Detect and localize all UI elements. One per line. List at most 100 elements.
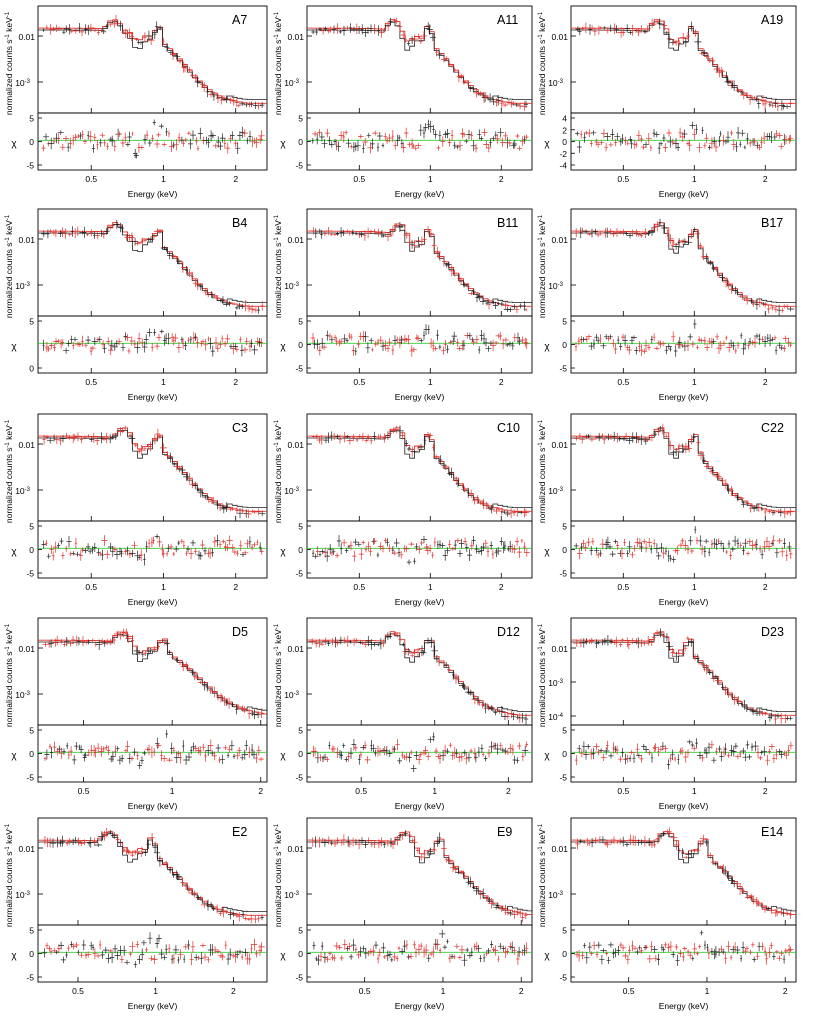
residual-point: [85, 336, 91, 344]
residual-point: [409, 345, 414, 357]
data-point: [607, 434, 615, 440]
residual-point: [156, 132, 161, 138]
residual-point: [157, 536, 162, 547]
residual-point: [643, 339, 649, 352]
residual-point: [703, 747, 707, 754]
data-point: [593, 27, 597, 36]
data-point: [683, 37, 689, 47]
residual-point: [52, 947, 57, 953]
residual-point: [328, 951, 332, 956]
residual-point: [748, 139, 752, 147]
residual-point: [85, 951, 92, 958]
y-axis-label-sup: -1: [5, 214, 11, 220]
residual-point: [751, 942, 755, 948]
data-point: [171, 655, 175, 660]
y-tick-label: 0.01: [18, 235, 35, 245]
residual-point: [148, 539, 151, 549]
data-point: [103, 639, 107, 647]
residual-point: [610, 339, 616, 348]
data-point: [763, 98, 768, 110]
data-point: [45, 435, 49, 439]
residual-point: [182, 338, 185, 349]
data-point: [366, 434, 370, 441]
residual-point: [634, 949, 641, 955]
data-point: [197, 488, 205, 498]
data-point: [253, 101, 258, 109]
data-point: [140, 650, 145, 658]
x-tick-label: 2: [499, 582, 504, 592]
data-point: [713, 674, 719, 679]
residual-point: [362, 331, 369, 343]
residual-point: [765, 952, 769, 965]
residual-point: [686, 340, 690, 351]
data-point: [456, 677, 460, 683]
residual-point: [342, 743, 346, 749]
residual-point: [329, 336, 335, 343]
data-point: [180, 877, 185, 887]
residual-point: [463, 753, 470, 765]
data-point: [759, 710, 766, 716]
residual-point: [455, 748, 459, 758]
data-point: [769, 906, 774, 914]
residual-point: [662, 143, 668, 152]
residual-point: [435, 753, 442, 760]
data-point: [154, 847, 161, 858]
data-point: [602, 637, 607, 645]
residual-point: [662, 547, 666, 559]
data-point: [237, 508, 243, 519]
residual-point: [603, 747, 610, 755]
residual-point: [154, 139, 160, 149]
residual-point: [315, 546, 320, 557]
data-point: [229, 911, 237, 917]
data-point: [436, 50, 443, 60]
residual-point: [586, 129, 593, 137]
residual-point: [393, 141, 398, 150]
residual-point: [403, 337, 409, 342]
data-point: [323, 26, 328, 32]
residual-point: [721, 949, 726, 955]
residual-point: [210, 345, 215, 357]
residual-point: [659, 340, 662, 348]
residual-point: [319, 549, 326, 554]
data-point: [418, 853, 425, 861]
residual-point: [503, 747, 508, 755]
residual-point: [482, 752, 485, 757]
residual-point: [641, 538, 647, 545]
residual-point: [69, 746, 73, 756]
residual-point: [789, 342, 792, 348]
data-point: [387, 429, 392, 438]
data-point: [83, 24, 88, 34]
residual-point: [476, 549, 482, 554]
residual-y-tick-label: 0: [29, 137, 34, 147]
residual-point: [259, 542, 262, 552]
data-point: [493, 710, 498, 716]
data-point: [205, 682, 209, 692]
data-point: [471, 694, 479, 705]
residual-point: [361, 945, 366, 952]
residual-point: [429, 338, 433, 349]
data-point: [416, 445, 420, 451]
data-point: [572, 228, 580, 238]
y-axis-label-mid: keV: [273, 425, 283, 442]
data-point: [369, 24, 373, 33]
data-point: [317, 638, 322, 648]
y-axis-label-mid: keV: [273, 629, 283, 646]
residual-point: [151, 955, 158, 964]
residual-y-tick-label: 0: [562, 545, 567, 555]
data-point: [173, 462, 180, 471]
data-point: [386, 431, 390, 440]
residual-point: [129, 549, 136, 557]
y-axis-label-sup: -1: [274, 419, 280, 425]
data-point: [748, 298, 755, 304]
residual-point: [629, 139, 634, 149]
residual-y-tick-label: 0: [562, 949, 567, 959]
data-point: [157, 643, 161, 650]
residual-point: [380, 747, 387, 753]
residual-point: [122, 945, 127, 956]
residual-point: [419, 540, 424, 546]
residual-point: [226, 953, 230, 965]
data-point: [588, 438, 595, 442]
residual-point: [124, 334, 131, 342]
